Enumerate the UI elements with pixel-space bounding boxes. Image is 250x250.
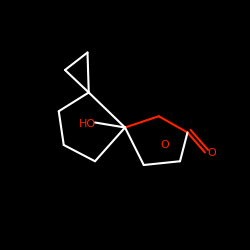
- Text: O: O: [208, 148, 216, 158]
- Text: O: O: [160, 140, 170, 150]
- Text: HO: HO: [79, 119, 96, 129]
